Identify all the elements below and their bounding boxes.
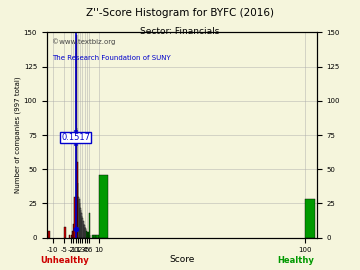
Bar — [89, 213, 90, 238]
Text: ©www.textbiz.org: ©www.textbiz.org — [52, 39, 116, 45]
Bar — [87, 234, 88, 238]
Bar — [86, 231, 87, 238]
Text: Unhealthy: Unhealthy — [40, 256, 89, 265]
Bar — [69, 235, 70, 238]
Bar — [94, 235, 96, 238]
Bar — [85, 228, 86, 238]
Text: 0.1517: 0.1517 — [61, 133, 90, 142]
Bar — [81, 213, 82, 238]
Bar — [305, 199, 315, 238]
Bar — [80, 208, 81, 238]
Y-axis label: Number of companies (997 total): Number of companies (997 total) — [14, 77, 21, 193]
Bar — [77, 162, 78, 238]
Bar — [88, 232, 89, 238]
Bar — [82, 218, 83, 238]
Bar — [71, 235, 72, 238]
Bar — [79, 199, 80, 238]
Bar — [64, 227, 66, 238]
Bar — [99, 175, 108, 238]
Bar — [76, 35, 77, 238]
Bar — [96, 235, 99, 238]
X-axis label: Score: Score — [169, 255, 194, 264]
Bar — [75, 197, 76, 238]
Bar — [84, 225, 85, 238]
Bar — [91, 235, 94, 238]
Text: Healthy: Healthy — [277, 256, 314, 265]
Bar — [73, 224, 75, 238]
Text: Z''-Score Histogram for BYFC (2016): Z''-Score Histogram for BYFC (2016) — [86, 8, 274, 18]
Bar — [72, 231, 73, 238]
Text: The Research Foundation of SUNY: The Research Foundation of SUNY — [52, 55, 171, 61]
Bar — [48, 231, 50, 238]
Bar — [83, 221, 84, 238]
Text: Sector: Financials: Sector: Financials — [140, 27, 220, 36]
Bar — [78, 197, 79, 238]
